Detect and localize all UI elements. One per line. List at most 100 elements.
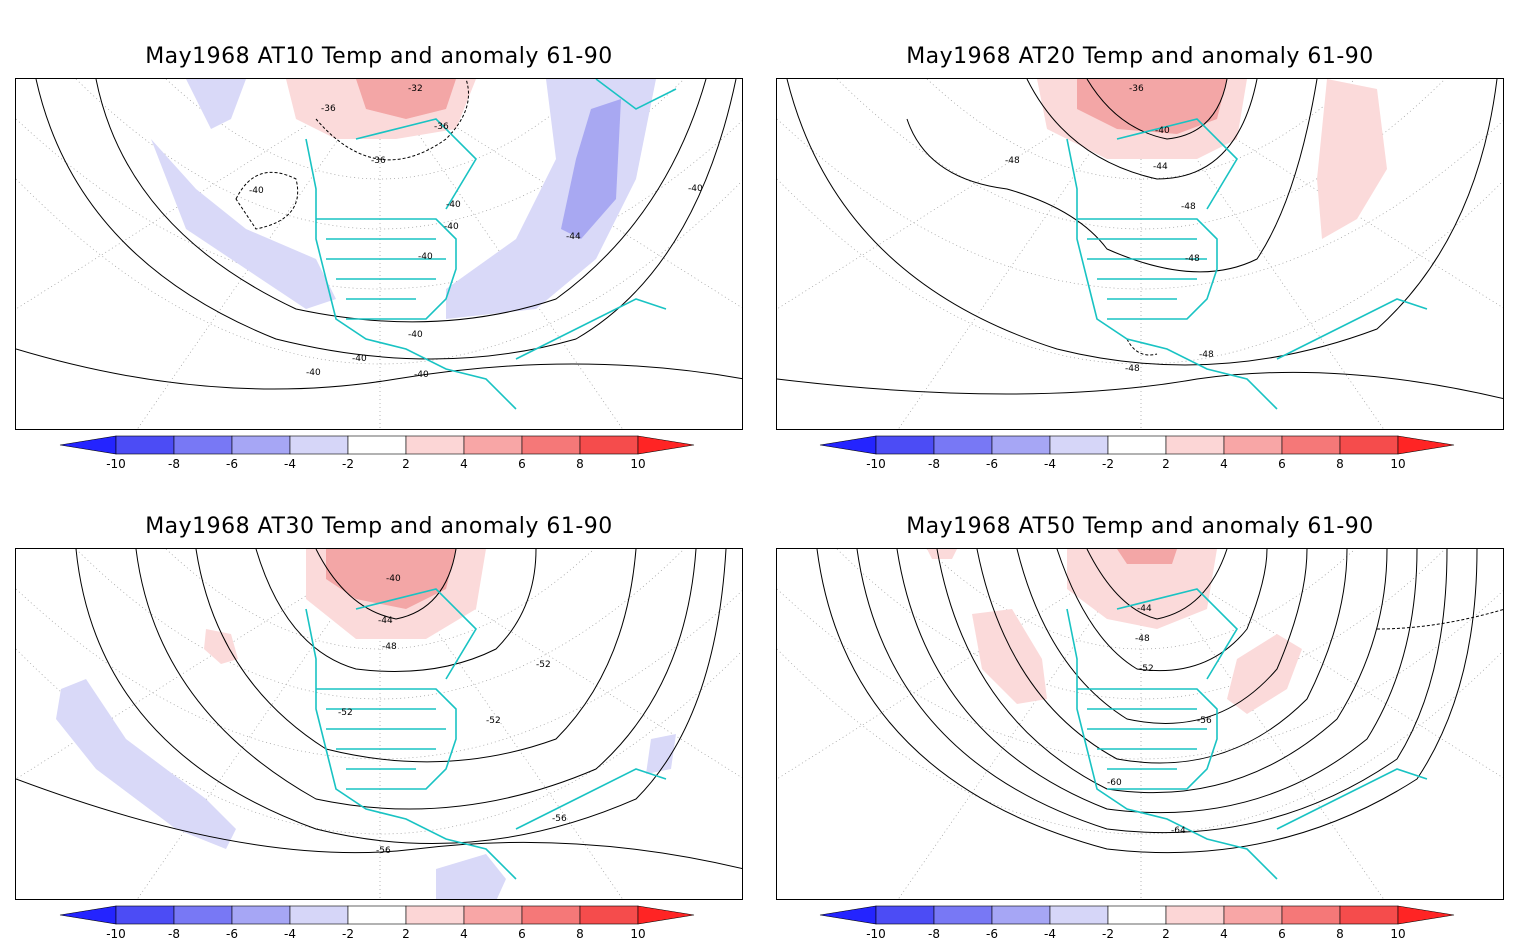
colorbar-swatch (1339, 905, 1399, 925)
svg-text:-36: -36 (321, 104, 336, 114)
colorbar-swatch (1339, 435, 1399, 455)
svg-text:-48: -48 (1005, 156, 1020, 166)
colorbar-swatch (231, 905, 291, 925)
colorbar-swatch (1107, 905, 1167, 925)
colorbar-tick-label: 4 (1220, 457, 1228, 471)
colorbar-swatch (289, 435, 349, 455)
colorbar-swatch (991, 905, 1051, 925)
colorbar-swatch (405, 905, 465, 925)
colorbar-swatch (59, 435, 117, 455)
colorbar-tick-label: -8 (928, 927, 940, 941)
colorbar-swatch (1281, 905, 1341, 925)
colorbar-tick-label: -4 (284, 927, 296, 941)
colorbar-swatch (1223, 435, 1283, 455)
colorbar-swatch (1397, 905, 1455, 925)
panel-title: May1968 AT30 Temp and anomaly 61-90 (145, 514, 613, 539)
svg-text:-40: -40 (386, 574, 401, 584)
lat-lon-grid (777, 79, 1503, 429)
colorbar-tick-label: -6 (986, 927, 998, 941)
svg-text:-56: -56 (552, 814, 567, 824)
colorbar-tick-label: 2 (402, 927, 410, 941)
colorbar-swatch (819, 435, 877, 455)
svg-text:-48: -48 (1135, 634, 1150, 644)
colorbar-tick-label: 6 (1278, 927, 1286, 941)
colorbar-tick-label: -10 (866, 927, 886, 941)
lat-lon-grid (16, 549, 742, 899)
colorbar-swatch (463, 905, 523, 925)
colorbar-tick-label: -10 (106, 457, 126, 471)
colorbar-legend: -10 -8 -6 -4 -2 2 4 6 8 10 (59, 905, 700, 946)
map-panel-at30: -40 -44 -48 -52 -52 -52 -56 -56 (15, 548, 743, 900)
svg-text:-36: -36 (434, 122, 449, 132)
colorbar-tick-label: -8 (928, 457, 940, 471)
colorbar-swatch (637, 435, 695, 455)
colorbar-swatch (1281, 435, 1341, 455)
temperature-contours (816, 549, 1503, 854)
anomaly-shading (56, 549, 676, 899)
colorbar-tick-label: 6 (1278, 457, 1286, 471)
colorbar-swatch (933, 435, 993, 455)
colorbar-swatch (637, 905, 695, 925)
svg-text:-64: -64 (1171, 826, 1186, 836)
svg-text:-60: -60 (1107, 778, 1122, 788)
colorbar-tick-label: -6 (986, 457, 998, 471)
colorbar-swatch (579, 435, 639, 455)
colorbar-tick-label: 4 (460, 457, 468, 471)
colorbar-tick-label: 8 (1336, 927, 1344, 941)
svg-text:-40: -40 (352, 354, 367, 364)
colorbar-tick-label: -2 (1102, 457, 1114, 471)
coastlines (1066, 588, 1428, 880)
temperature-contours (16, 79, 742, 390)
svg-text:-44: -44 (566, 232, 581, 242)
colorbar-swatch (819, 905, 877, 925)
colorbar-tick-label: 10 (630, 457, 645, 471)
colorbar-swatch (347, 905, 407, 925)
colorbar-tick-label: 10 (1390, 927, 1405, 941)
colorbar-tick-label: -4 (284, 457, 296, 471)
svg-text:-52: -52 (338, 708, 353, 718)
svg-text:-48: -48 (1181, 202, 1196, 212)
svg-text:-40: -40 (249, 186, 264, 196)
colorbar-tick-label: 4 (460, 927, 468, 941)
colorbar-swatch (875, 905, 935, 925)
colorbar-tick-label: 2 (1162, 927, 1170, 941)
svg-text:-44: -44 (1153, 162, 1168, 172)
panel-title: May1968 AT10 Temp and anomaly 61-90 (145, 44, 613, 69)
colorbar-tick-label: -2 (342, 457, 354, 471)
colorbar-swatch (115, 905, 175, 925)
anomaly-shading (1037, 79, 1387, 239)
svg-text:-48: -48 (1199, 350, 1214, 360)
colorbar-tick-label: 10 (1390, 457, 1405, 471)
svg-text:-52: -52 (486, 716, 501, 726)
map-panel-at20: -36 -40 -44 -48 -48 -48 -48 -48 (776, 78, 1504, 430)
panel-title: May1968 AT50 Temp and anomaly 61-90 (906, 514, 1374, 539)
colorbar-tick-label: 8 (576, 457, 584, 471)
svg-text:-48: -48 (1125, 364, 1140, 374)
svg-text:-44: -44 (1137, 604, 1152, 614)
contour-labels: -36 -40 -44 -48 -48 -48 -48 -48 (1005, 84, 1214, 374)
colorbar-swatch (1049, 905, 1109, 925)
coastlines (305, 588, 667, 880)
colorbar-legend: -10 -8 -6 -4 -2 2 4 6 8 10 (819, 435, 1460, 476)
colorbar-tick-label: 8 (1336, 457, 1344, 471)
lat-lon-grid (16, 79, 742, 429)
panel-title: May1968 AT20 Temp and anomaly 61-90 (906, 44, 1374, 69)
colorbar-swatch (115, 435, 175, 455)
svg-text:-52: -52 (536, 660, 551, 670)
colorbar-tick-label: -6 (226, 927, 238, 941)
colorbar-tick-label: -8 (168, 927, 180, 941)
colorbar-tick-label: -2 (342, 927, 354, 941)
colorbar-swatch (1397, 435, 1455, 455)
colorbar-swatch (1049, 435, 1109, 455)
colorbar-legend: -10 -8 -6 -4 -2 2 4 6 8 10 (59, 435, 700, 476)
svg-text:-32: -32 (408, 84, 423, 94)
colorbar-swatch (289, 905, 349, 925)
coastlines (1066, 118, 1428, 410)
colorbar-swatch (173, 435, 233, 455)
svg-text:-56: -56 (1197, 716, 1212, 726)
svg-text:-40: -40 (408, 330, 423, 340)
svg-text:-40: -40 (414, 370, 429, 380)
colorbar-swatch (173, 905, 233, 925)
anomaly-shading (151, 79, 656, 319)
colorbar-tick-label: 4 (1220, 927, 1228, 941)
